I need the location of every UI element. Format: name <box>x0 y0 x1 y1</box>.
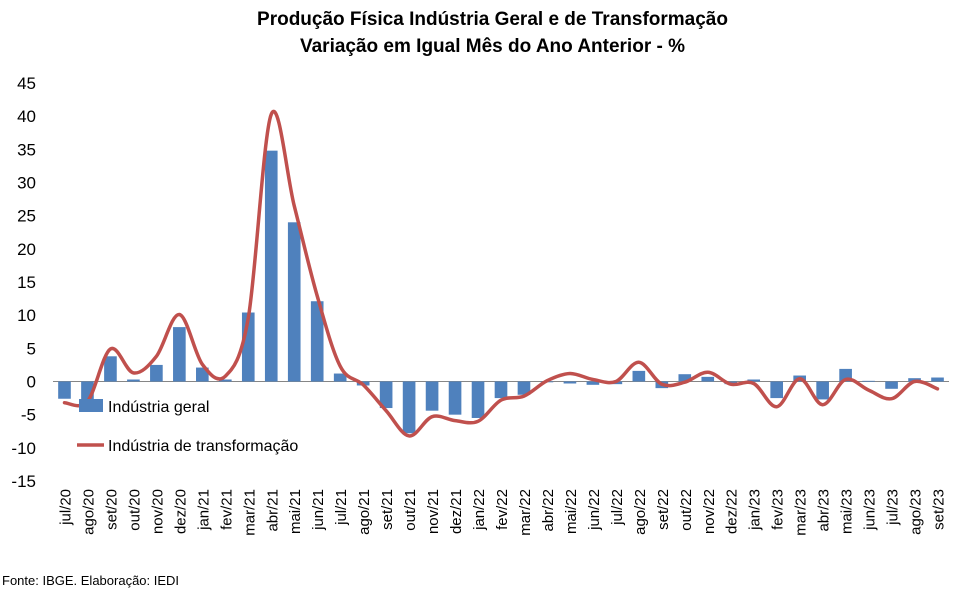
x-tick-label: nov/22 <box>701 489 718 534</box>
source-note: Fonte: IBGE. Elaboração: IEDI <box>2 573 180 588</box>
bar <box>379 381 393 409</box>
bar <box>448 381 462 415</box>
bar <box>632 370 646 382</box>
x-tick-label: fev/22 <box>494 489 511 530</box>
line-series <box>62 109 940 438</box>
bar <box>471 381 485 418</box>
bar <box>104 356 117 382</box>
y-tick-label: 40 <box>17 107 36 126</box>
legend-bar-swatch <box>79 399 103 412</box>
bar <box>287 222 301 382</box>
x-tick-label: mai/22 <box>563 489 580 534</box>
x-tick-label: jul/23 <box>885 489 902 526</box>
bar <box>150 364 163 382</box>
y-tick-label: -15 <box>11 472 36 491</box>
y-tick-label: -5 <box>21 406 36 425</box>
x-tick-label: nov/20 <box>149 489 166 534</box>
chart-title-block: Produção Física Indústria Geral e de Tra… <box>0 6 959 60</box>
bar <box>770 381 784 399</box>
x-tick-label: ago/20 <box>80 489 97 535</box>
bar <box>931 377 944 382</box>
x-tick-label: abr/23 <box>816 489 833 532</box>
x-tick-label: ago/22 <box>632 489 649 535</box>
chart-title: Produção Física Indústria Geral e de Tra… <box>257 9 728 30</box>
x-tick-label: abr/22 <box>540 489 557 532</box>
x-tick-label: ago/23 <box>908 489 925 535</box>
x-tick-label: mar/23 <box>793 489 810 536</box>
y-tick-label: 10 <box>17 306 36 325</box>
y-tick-label: 25 <box>17 207 36 226</box>
bar <box>333 373 347 382</box>
bar <box>127 379 140 382</box>
legend-bar-label: Indústria geral <box>108 399 209 416</box>
x-tick-label: jul/22 <box>609 489 626 526</box>
bar <box>425 381 439 411</box>
x-tick-label: jun/21 <box>310 489 327 531</box>
bar <box>862 380 875 382</box>
bar <box>747 379 761 382</box>
bar <box>517 381 531 395</box>
bar <box>218 379 232 382</box>
x-tick-label: set/23 <box>931 489 948 530</box>
x-tick-label: fev/21 <box>218 489 235 530</box>
x-tick-label: mai/23 <box>839 489 856 534</box>
bar <box>173 327 186 382</box>
x-tick-label: jan/22 <box>471 489 488 531</box>
x-tick-label: jul/21 <box>333 489 350 526</box>
x-tick-label: dez/22 <box>724 489 741 534</box>
x-tick-label: out/22 <box>678 489 695 531</box>
y-tick-label: -10 <box>11 439 36 458</box>
bar <box>586 381 600 385</box>
x-tick-label: set/22 <box>655 489 672 530</box>
x-tick-label: jan/21 <box>195 489 212 531</box>
bar <box>563 381 577 384</box>
bar <box>816 381 829 400</box>
x-tick-label: dez/20 <box>172 489 189 534</box>
x-tick-label: mar/22 <box>517 489 534 536</box>
bar <box>885 381 898 389</box>
x-tick-label: fev/23 <box>770 489 787 530</box>
axes: -15 -10 -5 0 5 10 15 20 25 30 35 40 45 jul/20 ago/20 se… <box>11 74 949 536</box>
x-tick-label: mar/21 <box>241 489 258 536</box>
x-tick-label: set/21 <box>379 489 396 530</box>
bar-series <box>58 150 944 434</box>
legend-line-label: Indústria de transformação <box>108 438 298 455</box>
chart-subtitle: Variação em Igual Mês do Ano Anterior - … <box>299 36 685 57</box>
x-tick-label: out/21 <box>402 489 419 531</box>
y-tick-label: 35 <box>17 140 36 159</box>
y-tick-label: 15 <box>17 273 36 292</box>
legend: Indústria geral Indústria de transformaç… <box>77 399 298 455</box>
x-tick-label: jul/20 <box>57 489 74 526</box>
bar <box>701 376 715 382</box>
bar <box>494 381 508 399</box>
x-tick-label: dez/21 <box>448 489 465 534</box>
x-tick-label: jan/23 <box>747 489 764 531</box>
bar <box>678 374 692 382</box>
y-tick-label: 5 <box>27 339 36 358</box>
bar <box>264 150 278 382</box>
x-tick-label: jun/22 <box>586 489 603 531</box>
x-tick-label: mai/21 <box>287 489 304 534</box>
x-tick-label: jun/23 <box>862 489 879 531</box>
bar <box>310 301 324 382</box>
x-tick-label: nov/21 <box>425 489 442 534</box>
x-tick-label: out/20 <box>126 489 143 531</box>
x-tick-label: set/20 <box>103 489 120 530</box>
line-path <box>62 109 940 438</box>
bar <box>402 381 416 434</box>
y-tick-label: 30 <box>17 174 36 193</box>
bar <box>58 381 71 399</box>
y-tick-label: 20 <box>17 240 36 259</box>
y-tick-label: 45 <box>17 74 36 93</box>
y-tick-label: 0 <box>27 373 36 392</box>
x-tick-label: ago/21 <box>356 489 373 535</box>
x-tick-label: abr/21 <box>264 489 281 532</box>
